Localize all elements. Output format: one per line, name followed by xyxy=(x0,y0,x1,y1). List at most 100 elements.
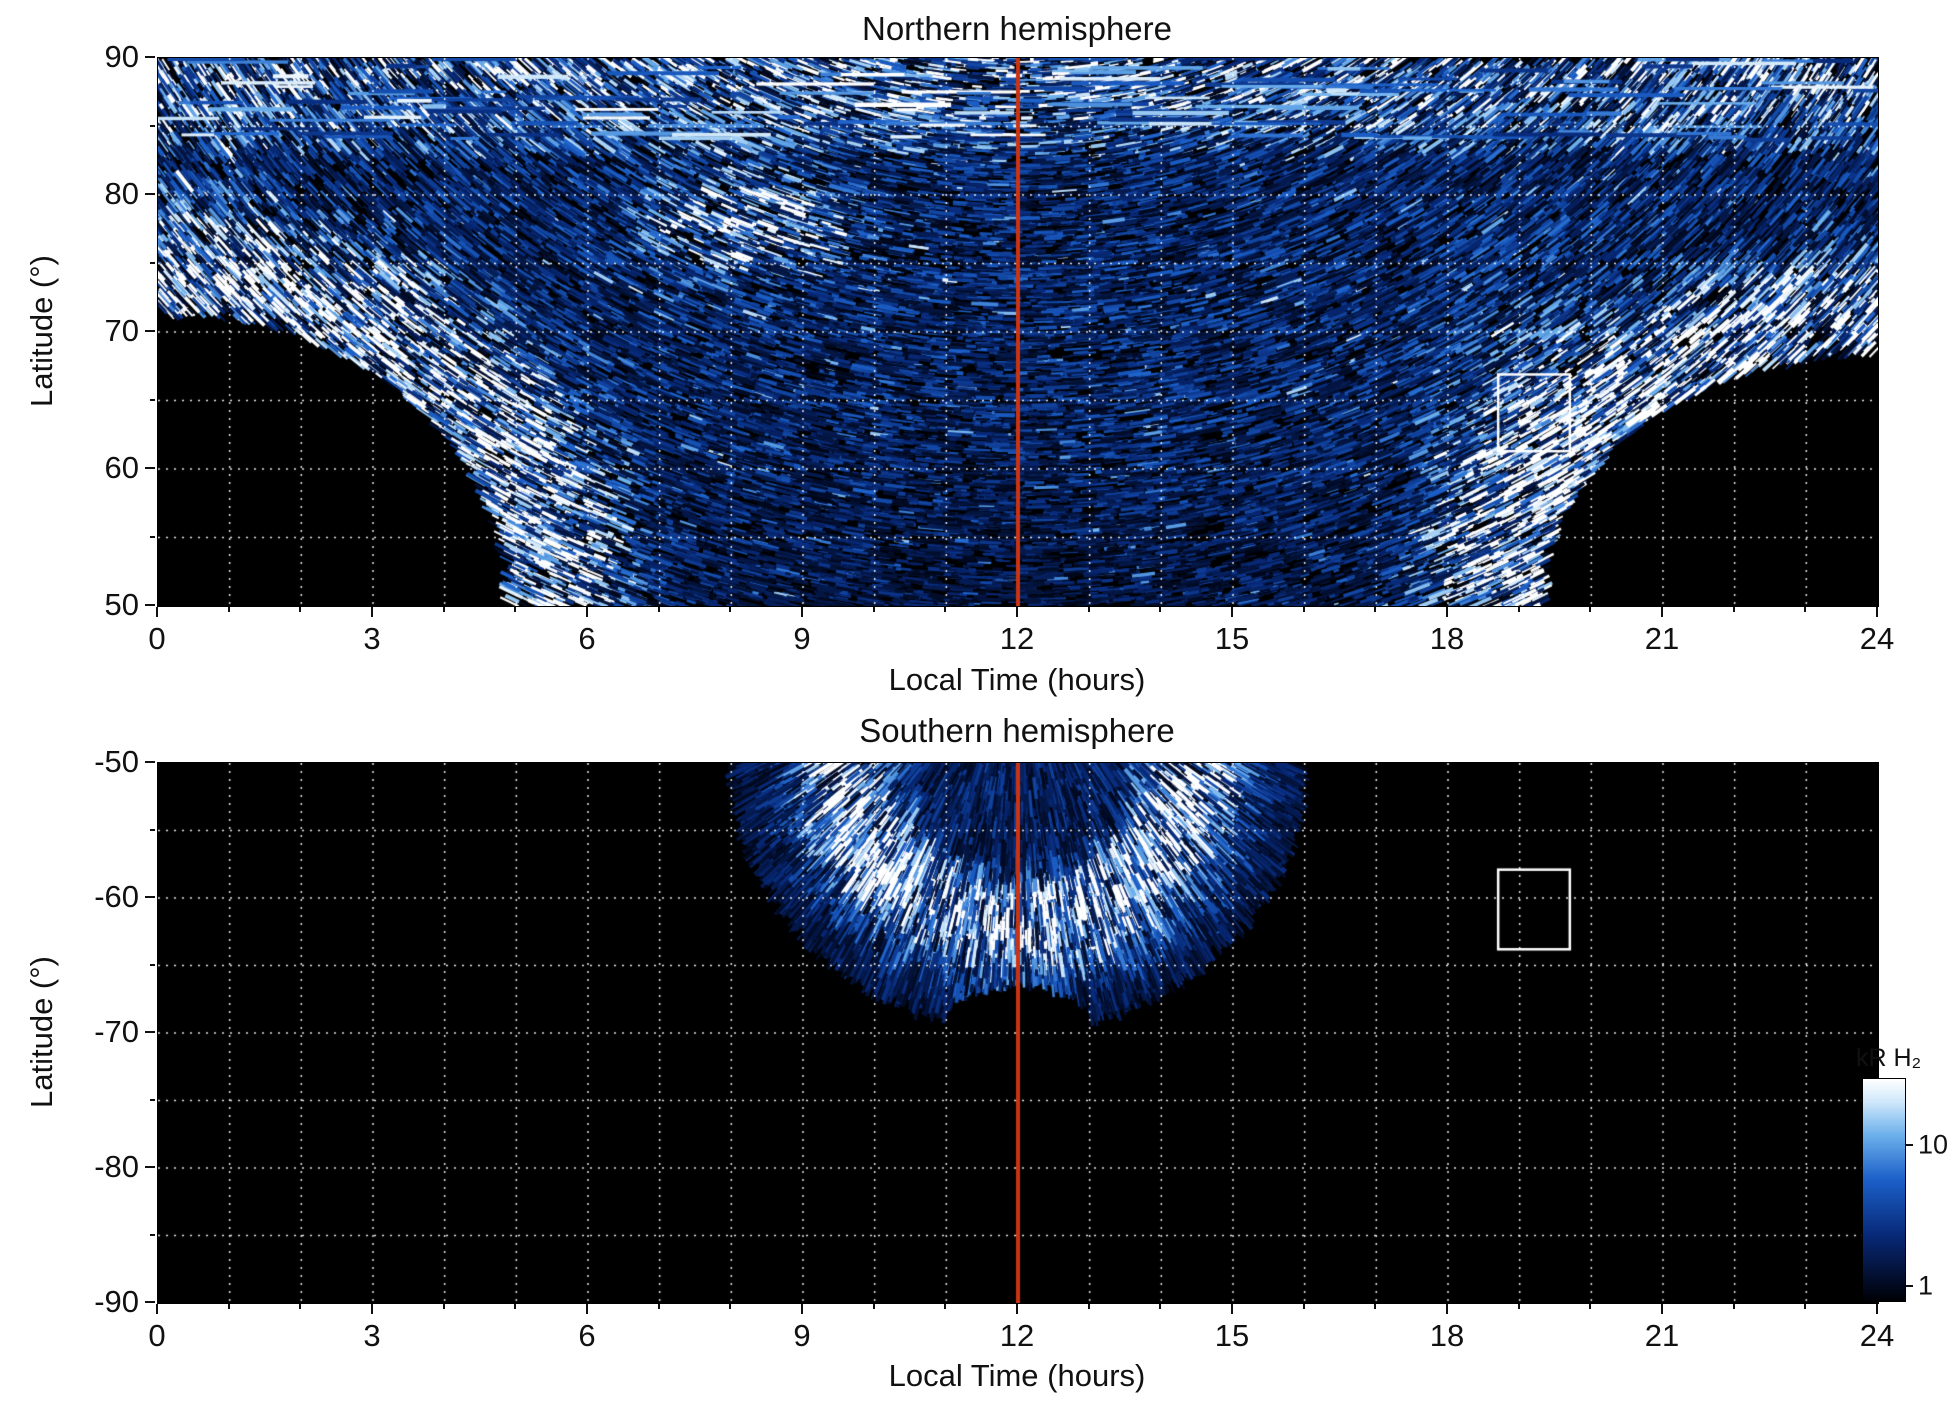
x-tick-mark xyxy=(1732,607,1735,612)
x-tick-mark xyxy=(1517,607,1520,612)
x-tick-mark xyxy=(156,607,158,617)
y-tick-mark xyxy=(150,124,155,127)
x-tick-mark xyxy=(801,1304,803,1314)
x-tick-label: 18 xyxy=(1429,1318,1465,1353)
x-tick-mark xyxy=(944,607,947,612)
x-tick-mark xyxy=(1159,607,1162,612)
y-tick-mark xyxy=(145,1166,155,1168)
y-tick-label: -70 xyxy=(94,1014,139,1049)
y-tick-mark xyxy=(150,828,155,831)
x-tick-label: 24 xyxy=(1859,1318,1895,1353)
north-x-axis-label: Local Time (hours) xyxy=(888,662,1146,697)
y-tick-mark xyxy=(150,261,155,264)
y-tick-label: 50 xyxy=(104,587,139,622)
x-tick-label: 12 xyxy=(999,1318,1035,1353)
y-tick-label: -50 xyxy=(94,744,139,779)
x-tick-mark xyxy=(1087,607,1090,612)
colorbar-tick-label: 10 xyxy=(1918,1129,1949,1160)
north-heatmap-canvas xyxy=(158,58,1878,606)
x-tick-mark xyxy=(1159,1304,1162,1309)
colorbar-canvas xyxy=(1863,1079,1905,1301)
y-tick-mark xyxy=(145,761,155,763)
x-tick-mark xyxy=(1589,607,1592,612)
x-tick-label: 24 xyxy=(1859,621,1895,656)
x-tick-mark xyxy=(1016,607,1018,617)
north-heatmap-panel xyxy=(157,57,1879,607)
x-tick-mark xyxy=(299,607,302,612)
x-tick-mark xyxy=(944,1304,947,1309)
x-tick-mark xyxy=(1876,1304,1878,1314)
y-tick-mark xyxy=(145,604,155,606)
y-tick-label: 60 xyxy=(104,450,139,485)
south-x-axis-label: Local Time (hours) xyxy=(888,1358,1146,1393)
x-tick-mark xyxy=(1876,607,1878,617)
x-tick-mark xyxy=(586,1304,588,1314)
x-tick-label: 0 xyxy=(148,621,166,656)
x-tick-mark xyxy=(586,607,588,617)
x-tick-mark xyxy=(442,1304,445,1309)
x-tick-label: 6 xyxy=(578,621,596,656)
x-tick-label: 9 xyxy=(793,1318,811,1353)
y-tick-mark xyxy=(145,896,155,898)
y-tick-label: 70 xyxy=(104,313,139,348)
x-tick-mark xyxy=(1517,1304,1520,1309)
y-tick-mark xyxy=(145,193,155,195)
x-tick-mark xyxy=(514,1304,517,1309)
y-tick-mark xyxy=(150,1233,155,1236)
x-tick-mark xyxy=(1374,607,1377,612)
x-tick-mark xyxy=(1446,607,1448,617)
x-tick-mark xyxy=(872,607,875,612)
x-tick-label: 21 xyxy=(1644,1318,1680,1353)
x-tick-label: 6 xyxy=(578,1318,596,1353)
south-heatmap-panel xyxy=(157,762,1879,1304)
y-tick-mark xyxy=(150,535,155,538)
x-tick-label: 12 xyxy=(999,621,1035,656)
x-tick-mark xyxy=(1374,1304,1377,1309)
y-tick-label: -60 xyxy=(94,879,139,914)
y-tick-mark xyxy=(150,398,155,401)
x-tick-mark xyxy=(1804,1304,1807,1309)
x-tick-label: 15 xyxy=(1214,1318,1250,1353)
x-tick-mark xyxy=(1661,1304,1663,1314)
x-tick-mark xyxy=(442,607,445,612)
y-tick-label: 80 xyxy=(104,176,139,211)
x-tick-mark xyxy=(227,1304,230,1309)
x-tick-label: 18 xyxy=(1429,621,1465,656)
south-y-axis-label: Latitude (°) xyxy=(24,956,59,1108)
x-tick-mark xyxy=(1302,1304,1305,1309)
north-title: Northern hemisphere xyxy=(862,10,1172,47)
y-tick-mark xyxy=(145,1031,155,1033)
y-tick-mark xyxy=(150,1098,155,1101)
colorbar-tick-mark xyxy=(1906,1144,1913,1147)
north-y-axis-label: Latitude (°) xyxy=(24,255,59,407)
x-tick-mark xyxy=(872,1304,875,1309)
x-tick-mark xyxy=(1804,607,1807,612)
x-tick-mark xyxy=(1589,1304,1592,1309)
y-tick-mark xyxy=(145,467,155,469)
x-tick-mark xyxy=(514,607,517,612)
y-tick-label: -80 xyxy=(94,1149,139,1184)
x-tick-mark xyxy=(1087,1304,1090,1309)
colorbar-title: kR H₂ xyxy=(1856,1044,1922,1072)
south-title: Southern hemisphere xyxy=(859,712,1175,749)
y-tick-label: 90 xyxy=(104,39,139,74)
x-tick-mark xyxy=(1231,1304,1233,1314)
colorbar xyxy=(1862,1078,1906,1302)
x-tick-mark xyxy=(156,1304,158,1314)
x-tick-label: 15 xyxy=(1214,621,1250,656)
x-tick-label: 0 xyxy=(148,1318,166,1353)
x-tick-mark xyxy=(1302,607,1305,612)
x-tick-mark xyxy=(299,1304,302,1309)
x-tick-mark xyxy=(729,1304,732,1309)
y-tick-mark xyxy=(145,330,155,332)
x-tick-mark xyxy=(657,1304,660,1309)
x-tick-mark xyxy=(1732,1304,1735,1309)
x-tick-label: 3 xyxy=(363,1318,381,1353)
y-tick-mark xyxy=(150,963,155,966)
x-tick-mark xyxy=(729,607,732,612)
x-tick-mark xyxy=(371,1304,373,1314)
x-tick-label: 9 xyxy=(793,621,811,656)
x-tick-mark xyxy=(1446,1304,1448,1314)
colorbar-tick-label: 1 xyxy=(1918,1270,1934,1301)
